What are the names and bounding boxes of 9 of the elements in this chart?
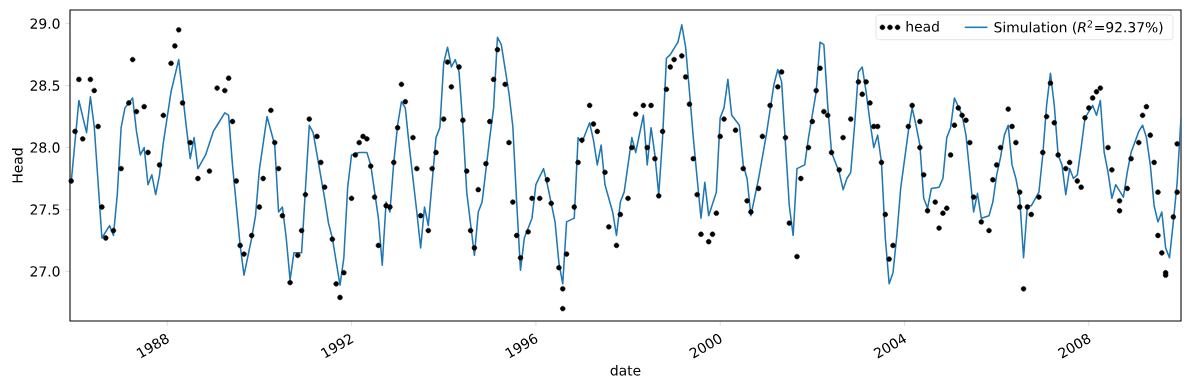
y-tick-label: 27.0 [30, 266, 60, 277]
legend-label: head [906, 21, 939, 32]
y-tick-label: 27.5 [30, 204, 60, 215]
y-tick-label: 28.5 [30, 80, 60, 91]
y-axis-title: Head [11, 148, 23, 183]
y-tick-label: 28.0 [30, 142, 60, 153]
x-axis-title: date [610, 364, 641, 376]
legend-label: Simulation (R$^{2}$=92.37%) [994, 20, 1163, 35]
y-tick-label: 29.0 [30, 18, 60, 29]
